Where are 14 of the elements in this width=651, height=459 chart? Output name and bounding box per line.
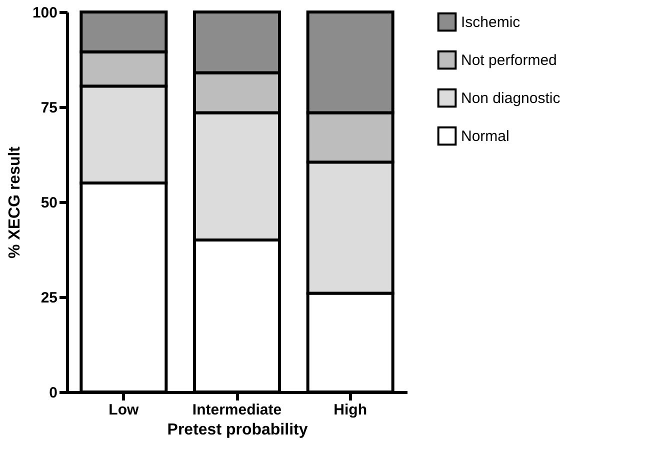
x-tick-label: Low <box>108 402 139 418</box>
x-tick-label: High <box>334 402 367 418</box>
y-tick-label: 75 <box>40 100 58 116</box>
y-tick-label: 0 <box>49 384 58 402</box>
legend-label: Ischemic <box>461 14 521 31</box>
y-tick-label: 50 <box>40 194 58 212</box>
legend-label: Normal <box>461 128 510 145</box>
y-tick-label: 100 <box>32 4 58 22</box>
legend-label: Non diagnostic <box>461 90 561 107</box>
x-tick-label: Intermediate <box>192 402 282 418</box>
y-axis-title: % XECG result <box>6 146 24 259</box>
legend-label: Not performed <box>461 52 557 69</box>
x-axis-title: Pretest probability <box>167 422 308 438</box>
y-tick-label: 25 <box>40 290 58 306</box>
